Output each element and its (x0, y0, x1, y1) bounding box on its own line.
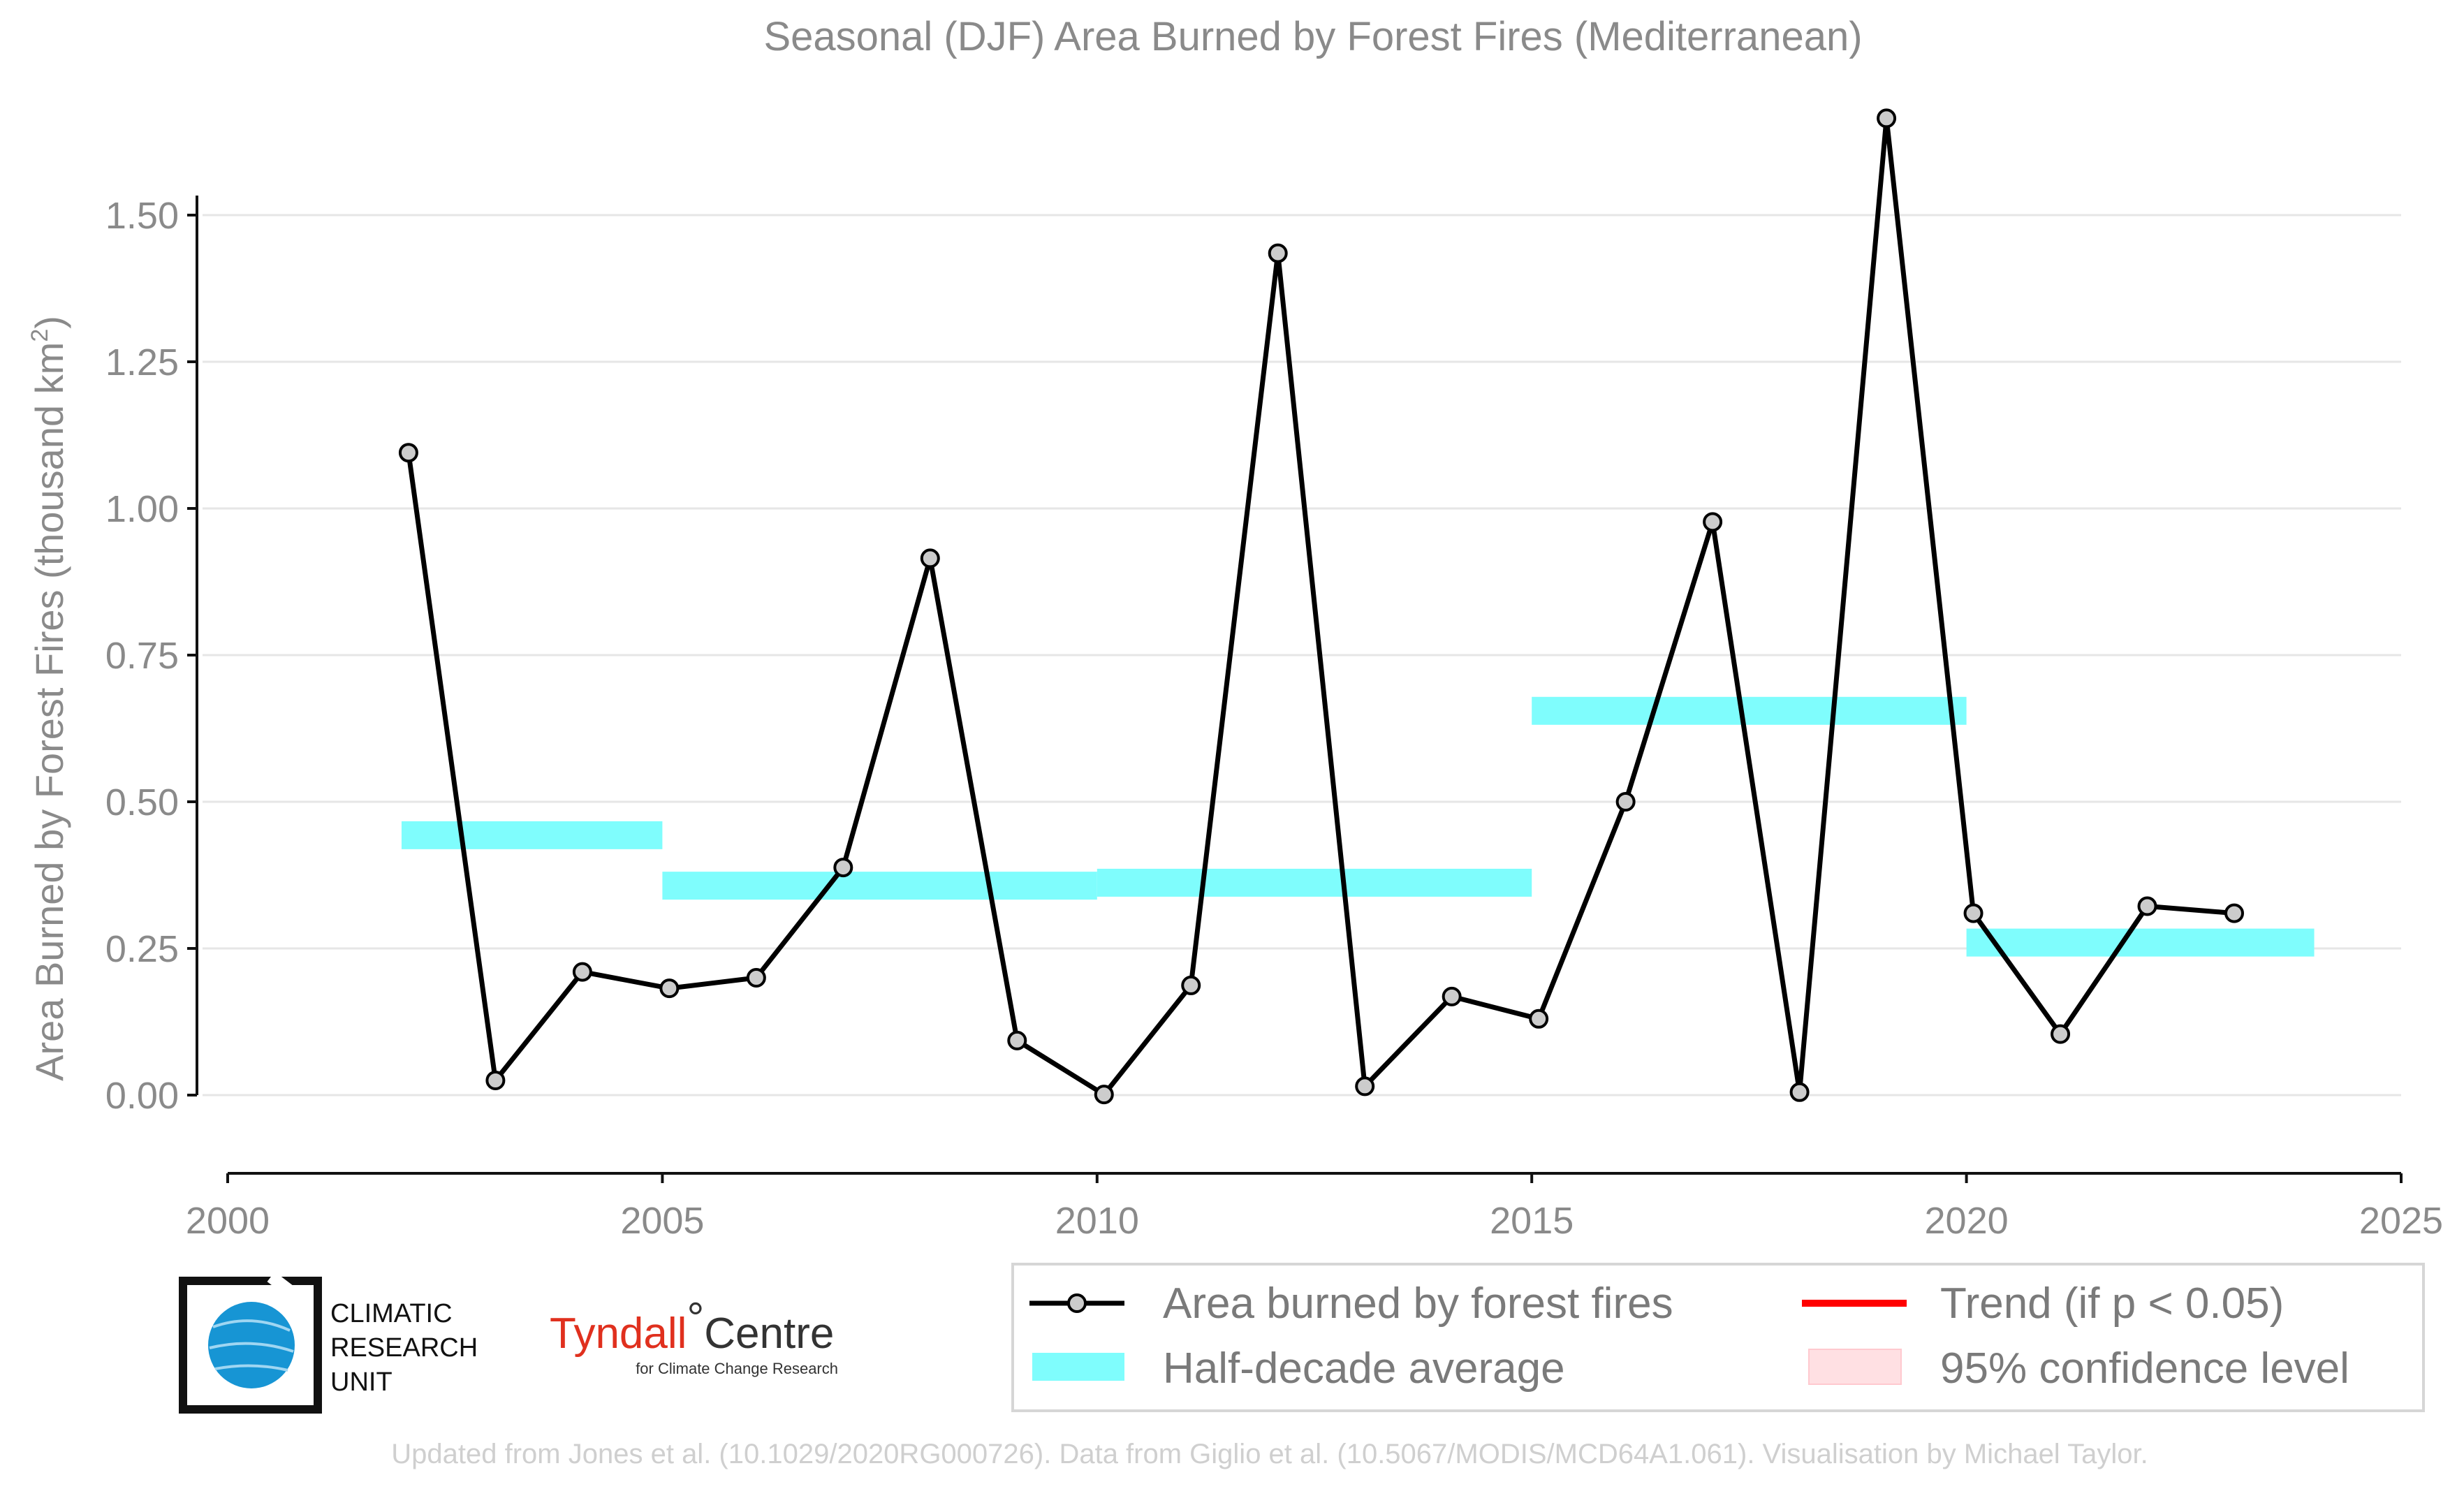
legend-label-trend: Trend (if p < 0.05) (1940, 1279, 2284, 1328)
data-point-17 (1877, 108, 1897, 129)
half-decade-band-2 (1097, 868, 1532, 897)
data-point-10 (1268, 243, 1288, 263)
cru-text-line1: CLIMATIC (330, 1299, 453, 1328)
x-tick-label-1: 2005 (620, 1200, 704, 1242)
half-decade-band-1 (662, 872, 1097, 900)
data-point-7 (1007, 1030, 1027, 1050)
legend: Area burned by forest fires Trend (if p … (1011, 1263, 2425, 1412)
tyndall-wordmark: Tyndall°Centre (550, 1294, 834, 1358)
y-axis-label-close: ) (27, 316, 71, 329)
data-point-13 (1529, 1008, 1549, 1029)
data-point-1 (485, 1071, 506, 1090)
data-point-3 (659, 978, 680, 999)
data-point-19 (2051, 1024, 2071, 1044)
y-tick-label-1: 0.25 (105, 928, 179, 970)
data-point-4 (746, 968, 766, 988)
cru-bracket-left (179, 1277, 279, 1414)
data-point-20 (2137, 896, 2157, 916)
legend-band-swatch (1032, 1353, 1124, 1381)
x-tick-label-4: 2020 (1925, 1200, 2009, 1242)
half-decade-band-0 (401, 821, 663, 849)
data-point-11 (1355, 1076, 1375, 1096)
tyndall-degree: ° (687, 1294, 704, 1342)
y-axis-label: Area Burned by Forest Fires (thousand km… (27, 316, 71, 1081)
half-decade-bands (401, 696, 2315, 957)
x-tick-label-0: 2000 (186, 1200, 270, 1242)
data-point-16 (1789, 1082, 1810, 1102)
tyndall-logo: Tyndall°Centre for Climate Change Resear… (550, 1294, 838, 1377)
cru-bracket-gap (267, 1271, 305, 1305)
series-line-area-burned (406, 115, 2235, 1097)
x-tick-label-2: 2010 (1055, 1200, 1139, 1242)
footer-credit: Updated from Jones et al. (10.1029/2020R… (391, 1439, 2148, 1469)
half-decade-band-3 (1532, 696, 1967, 725)
legend-box (1011, 1263, 2425, 1412)
tyndall-main: Tyndall (550, 1310, 687, 1358)
cru-logo: CLIMATIC RESEARCH UNIT (179, 1271, 478, 1414)
data-point-2 (572, 962, 592, 982)
globe-lines (209, 1319, 294, 1372)
chart-title: Seasonal (DJF) Area Burned by Forest Fir… (763, 14, 1862, 59)
data-point-5 (833, 858, 853, 878)
data-point-9 (1181, 975, 1201, 995)
legend-marker-swatch (1067, 1293, 1087, 1313)
y-tick-label-0: 0.00 (105, 1075, 179, 1117)
data-point-8 (1094, 1085, 1114, 1105)
legend-label-area: Area burned by forest fires (1163, 1279, 1673, 1328)
legend-label-confidence: 95% confidence level (1940, 1344, 2349, 1393)
half-decade-band-4 (1966, 928, 2315, 957)
series-markers (398, 108, 2244, 1105)
legend-label-halfdecade: Half-decade average (1163, 1344, 1565, 1393)
data-point-15 (1703, 512, 1723, 532)
cru-bracket-right (279, 1277, 322, 1414)
series-line (406, 115, 2235, 1097)
y-tick-labels: 0.00 0.25 0.50 0.75 1.00 1.25 1.50 (105, 195, 179, 1117)
data-point-21 (2224, 903, 2244, 923)
y-tick-label-5: 1.25 (105, 342, 179, 383)
data-point-6 (920, 548, 940, 569)
y-tick-label-4: 1.00 (105, 488, 179, 530)
y-tick-label-6: 1.50 (105, 195, 179, 237)
cru-text-line3: UNIT (330, 1367, 393, 1397)
x-tick-labels: 2000 2005 2010 2015 2020 2025 (186, 1200, 2443, 1242)
y-axis-label-superscript: 2 (27, 329, 53, 342)
axes (187, 196, 2403, 1183)
data-point-14 (1615, 792, 1636, 812)
cru-text-line2: RESEARCH (330, 1333, 478, 1363)
x-tick-label-3: 2015 (1490, 1200, 1574, 1242)
data-point-12 (1442, 986, 1462, 1006)
y-tick-label-2: 0.50 (105, 782, 179, 823)
grid-layer (203, 214, 2401, 1096)
y-axis-label-main: Area Burned by Forest Fires (thousand km (27, 342, 71, 1081)
data-point-18 (1963, 903, 1983, 923)
tyndall-sub: for Climate Change Research (636, 1360, 838, 1377)
tyndall-centre: Centre (704, 1310, 834, 1358)
x-tick-label-5: 2025 (2359, 1200, 2443, 1242)
data-point-0 (398, 443, 418, 463)
y-tick-label-3: 0.75 (105, 635, 179, 677)
legend-confidence-swatch (1808, 1349, 1902, 1385)
